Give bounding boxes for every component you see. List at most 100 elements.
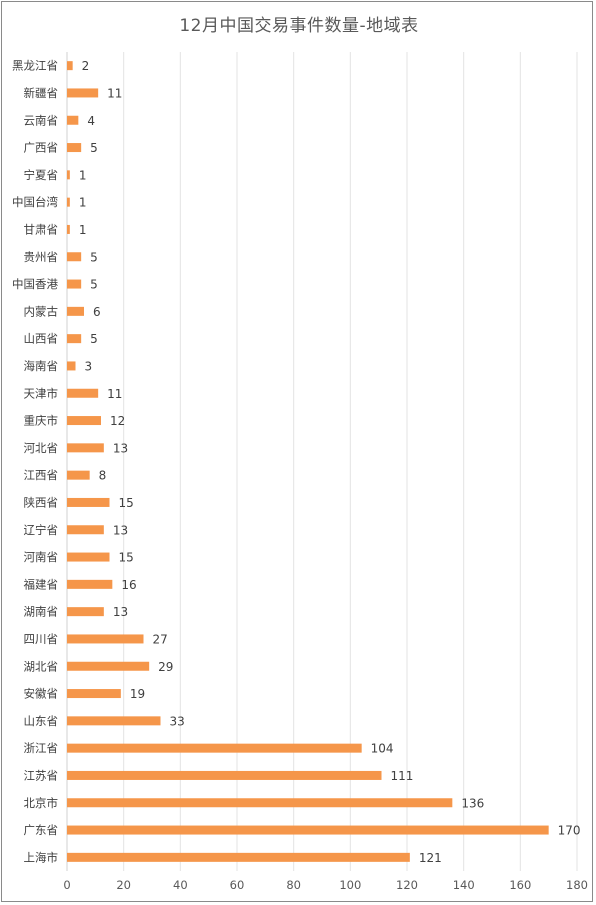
data-label: 5: [90, 278, 98, 292]
x-tick-label: 120: [396, 878, 418, 892]
data-label: 1: [79, 196, 87, 210]
data-label: 13: [113, 441, 128, 455]
data-label: 19: [130, 687, 145, 701]
x-tick-label: 160: [509, 878, 531, 892]
category-label: 福建省: [24, 577, 59, 591]
data-label: 4: [87, 114, 95, 128]
data-label: 11: [107, 387, 122, 401]
category-label: 湖北省: [24, 659, 59, 673]
category-label: 广东省: [24, 823, 59, 837]
category-label: 山东省: [24, 714, 59, 728]
category-label: 黑龙江省: [12, 59, 58, 73]
bar: [67, 115, 79, 125]
x-tick-label: 40: [173, 878, 188, 892]
x-tick-label: 80: [286, 878, 301, 892]
bar: [67, 252, 82, 262]
x-tick-label: 100: [339, 878, 361, 892]
category-label: 宁夏省: [24, 168, 59, 182]
x-tick-label: 20: [116, 878, 131, 892]
data-label: 5: [90, 250, 98, 264]
data-label: 1: [79, 223, 87, 237]
category-label: 中国香港: [12, 277, 58, 291]
data-label: 8: [99, 469, 107, 483]
data-label: 5: [90, 141, 98, 155]
bar: [67, 798, 453, 808]
category-label: 四川省: [24, 632, 59, 646]
bar: [67, 743, 362, 753]
bar: [67, 334, 82, 344]
bar: [67, 470, 90, 480]
bar: [67, 716, 161, 726]
data-label: 170: [558, 824, 581, 838]
category-label: 辽宁省: [24, 523, 59, 537]
bar: [67, 579, 113, 589]
bar: [67, 224, 70, 234]
data-label: 16: [121, 578, 136, 592]
category-label: 重庆市: [24, 414, 59, 428]
bar: [67, 306, 84, 316]
data-label: 27: [153, 632, 168, 646]
bar: [67, 170, 70, 180]
bar: [67, 661, 150, 671]
data-label: 15: [119, 496, 134, 510]
category-label: 湖南省: [24, 605, 59, 619]
x-tick-label: 0: [63, 878, 70, 892]
bars: [67, 61, 549, 862]
bar: [67, 88, 99, 98]
category-label: 中国台湾: [12, 195, 58, 209]
bar: [67, 607, 104, 617]
data-label: 29: [158, 660, 173, 674]
data-label: 11: [107, 86, 122, 100]
category-label: 甘肃省: [24, 222, 59, 236]
data-label: 15: [119, 551, 134, 565]
category-label: 山西省: [24, 332, 59, 346]
category-label: 上海市: [24, 850, 59, 864]
category-label: 云南省: [24, 113, 59, 127]
data-label: 12: [110, 414, 125, 428]
data-label: 2: [82, 59, 90, 73]
data-label: 13: [113, 523, 128, 537]
chart-title: 12月中国交易事件数量-地域表: [179, 16, 419, 36]
category-label: 贵州省: [24, 250, 59, 264]
category-label: 广西省: [24, 141, 59, 155]
data-label: 3: [85, 359, 93, 373]
bar: [67, 770, 382, 780]
bar: [67, 143, 82, 153]
category-label: 天津市: [24, 386, 59, 400]
category-label: 河南省: [24, 550, 59, 564]
category-label: 新疆省: [24, 86, 59, 100]
bar: [67, 388, 99, 398]
x-tick-label: 140: [453, 878, 475, 892]
bar: [67, 361, 76, 371]
data-label: 33: [170, 714, 185, 728]
gridlines: [66, 52, 578, 871]
data-label: 136: [461, 796, 484, 810]
category-label: 浙江省: [24, 741, 59, 755]
bar: [67, 197, 70, 207]
bar: [67, 61, 73, 71]
bar: [67, 497, 110, 507]
category-label: 江苏省: [24, 768, 59, 782]
data-label: 104: [371, 742, 394, 756]
bar: [67, 279, 82, 289]
data-label: 111: [391, 769, 414, 783]
data-label: 1: [79, 168, 87, 182]
data-label: 5: [90, 332, 98, 346]
category-label: 内蒙古: [24, 304, 59, 318]
bar: [67, 825, 549, 835]
bar: [67, 552, 110, 562]
data-label: 6: [93, 305, 101, 319]
bar: [67, 634, 144, 644]
bar: [67, 689, 121, 699]
category-label: 江西省: [24, 468, 59, 482]
category-label: 海南省: [24, 359, 59, 373]
bar: [67, 416, 101, 426]
data-label: 121: [419, 851, 442, 865]
bar: [67, 525, 104, 535]
x-tick-label: 60: [230, 878, 245, 892]
data-label: 13: [113, 605, 128, 619]
category-label: 河北省: [24, 441, 59, 455]
x-tick-label: 180: [566, 878, 588, 892]
